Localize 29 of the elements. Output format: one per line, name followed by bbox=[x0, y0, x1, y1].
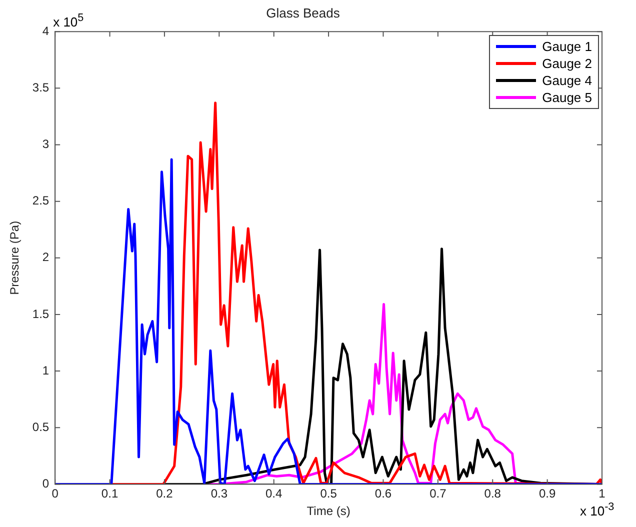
x-tick-label: 0.5 bbox=[320, 486, 338, 501]
x-tick-label: 0.9 bbox=[538, 486, 556, 501]
y-tick-label: 2 bbox=[42, 250, 50, 264]
chart-title: Glass Beads bbox=[266, 5, 340, 20]
x-tick-label: 0.2 bbox=[156, 486, 174, 501]
x-tick-label: 0.8 bbox=[484, 486, 502, 501]
text: x 10$^{5}$ bbox=[53, 12, 84, 29]
text: x 10$^{-3}$ bbox=[580, 501, 614, 519]
y-tick-label: 2.5 bbox=[32, 194, 50, 208]
x-tick-label: 0.1 bbox=[101, 486, 118, 501]
y-tick-label: 3.5 bbox=[32, 80, 50, 94]
legend-label: Gauge 1 bbox=[542, 38, 592, 55]
legend-label: Gauge 2 bbox=[542, 54, 592, 72]
y-tick-label: 1.5 bbox=[32, 306, 50, 321]
x-tick-label: 0.7 bbox=[430, 486, 447, 501]
y-tick-label: 4 bbox=[42, 24, 50, 38]
x-tick-label: 1 bbox=[598, 486, 606, 501]
y-tick-label: 0.5 bbox=[32, 420, 50, 434]
x-axis-title: Time (s) bbox=[306, 504, 350, 518]
legend-label: Gauge 4 bbox=[542, 72, 592, 89]
x-tick-label: 0 bbox=[52, 486, 59, 501]
y-tick-label: 1 bbox=[42, 363, 50, 378]
legend-label: Gauge 5 bbox=[542, 88, 592, 106]
y-tick-label: 3 bbox=[42, 137, 50, 152]
y-axis-title: Pressure (Pa) bbox=[8, 220, 22, 295]
x-tick-label: 0.6 bbox=[374, 486, 392, 501]
y-tick-label: 0 bbox=[42, 476, 50, 491]
x-tick-label: 0.3 bbox=[210, 486, 228, 501]
x-tick-label: 0.4 bbox=[266, 486, 283, 501]
